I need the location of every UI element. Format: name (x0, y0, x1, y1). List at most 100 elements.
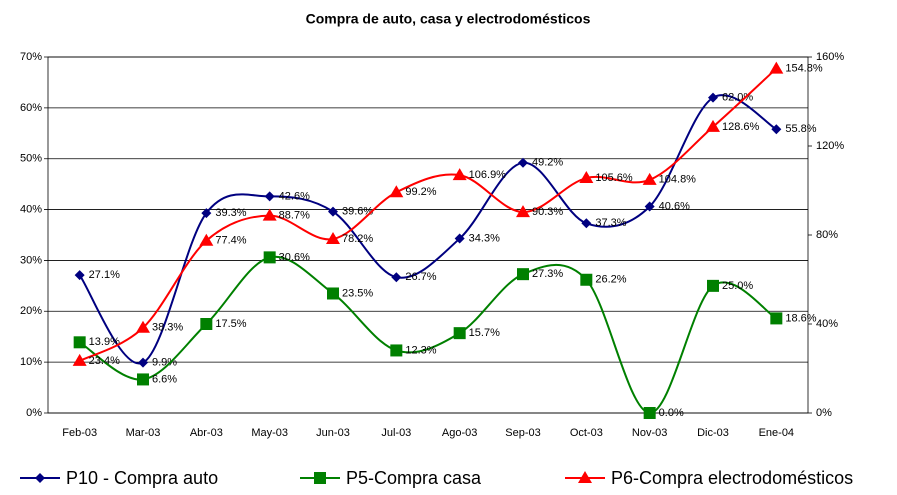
point (389, 185, 404, 198)
point (708, 92, 718, 103)
point (518, 157, 528, 168)
data-label: 37.3% (595, 217, 626, 229)
point (137, 373, 149, 386)
y2-tick-label: 80% (816, 229, 838, 241)
point (262, 208, 277, 221)
data-label: 154.8% (785, 62, 823, 74)
point (138, 357, 148, 368)
data-label: 12.3% (405, 344, 436, 356)
point (706, 119, 720, 132)
point (326, 232, 340, 245)
data-label: 77.4% (215, 235, 246, 247)
data-label: 25.0% (722, 280, 753, 292)
series-line (79, 67, 778, 362)
point (578, 471, 592, 483)
data-label: 6.6% (152, 373, 177, 385)
data-label: 26.2% (595, 274, 626, 286)
data-label: 128.6% (722, 121, 760, 133)
point (454, 233, 465, 244)
data-label: 34.3% (469, 232, 500, 244)
data-label: 90.3% (532, 206, 563, 218)
data-label: 39.3% (215, 207, 246, 219)
point (264, 191, 275, 202)
point (581, 218, 592, 229)
data-label: 104.8% (659, 174, 697, 186)
data-label: 23.4% (89, 355, 120, 367)
data-label: 38.3% (152, 322, 183, 334)
data-label: 55.8% (785, 123, 816, 135)
point (136, 320, 150, 333)
x-tick-label: Jun-03 (316, 427, 350, 439)
point (74, 270, 85, 281)
data-label: 42.6% (279, 190, 310, 202)
y2-tick-label: 40% (816, 318, 838, 330)
point (707, 279, 719, 292)
point (199, 233, 214, 246)
x-tick-label: Ago-03 (442, 427, 477, 439)
point (391, 272, 402, 283)
y2-tick-label: 120% (816, 140, 844, 152)
data-label: 49.2% (532, 157, 563, 169)
point (771, 124, 782, 135)
point (200, 318, 213, 330)
point (263, 251, 276, 264)
y-tick-label: 0% (26, 407, 42, 419)
y-tick-label: 20% (20, 305, 42, 317)
data-label: 18.6% (785, 312, 816, 324)
data-label: 0.0% (659, 407, 684, 419)
data-label: 78.2% (342, 233, 373, 245)
point (770, 312, 783, 325)
point (453, 327, 466, 340)
data-label: 15.7% (469, 327, 500, 339)
y-tick-label: 70% (20, 51, 42, 63)
legend-label: P6-Compra electrodomésticos (611, 468, 853, 488)
point (35, 473, 45, 483)
series-line (78, 94, 777, 365)
y-tick-label: 10% (20, 356, 42, 368)
point (328, 206, 338, 217)
legend-label: P10 - Compra auto (66, 468, 218, 488)
point (452, 168, 467, 181)
chart-title: Compra de auto, casa y electrodomésticos (306, 11, 591, 27)
y-tick-label: 30% (20, 254, 42, 266)
x-tick-label: Feb-03 (62, 427, 97, 439)
x-tick-label: Abr-03 (190, 427, 223, 439)
data-label: 26.7% (405, 271, 436, 283)
point (73, 336, 86, 349)
data-label: 13.9% (89, 336, 120, 348)
point (72, 353, 87, 366)
point (579, 171, 594, 184)
data-label: 27.1% (89, 269, 120, 281)
x-tick-label: Jul-03 (381, 427, 411, 439)
x-tick-label: Dic-03 (697, 427, 729, 439)
y2-tick-label: 160% (816, 51, 844, 63)
data-label: 62.0% (722, 92, 753, 104)
data-label: 30.6% (279, 251, 310, 263)
data-label: 88.7% (279, 210, 310, 222)
x-tick-label: Mar-03 (126, 427, 161, 439)
y2-tick-label: 0% (816, 407, 832, 419)
x-tick-label: May-03 (251, 427, 288, 439)
x-tick-label: Sep-03 (505, 427, 540, 439)
y-tick-label: 40% (20, 203, 42, 215)
data-label: 106.9% (469, 169, 507, 181)
data-label: 9.9% (152, 357, 177, 369)
point (314, 472, 326, 484)
data-label: 17.5% (215, 318, 246, 330)
x-tick-label: Oct-03 (570, 427, 603, 439)
point (642, 172, 657, 185)
data-label: 23.5% (342, 287, 373, 299)
data-label: 99.2% (405, 186, 436, 198)
point (201, 208, 212, 219)
y-tick-label: 50% (20, 153, 42, 165)
x-tick-label: Nov-03 (632, 427, 667, 439)
point (327, 287, 339, 300)
point (580, 273, 593, 286)
point (517, 268, 529, 281)
data-label: 27.3% (532, 268, 563, 280)
data-label: 39.6% (342, 206, 373, 218)
point (643, 407, 656, 419)
legend-label: P5-Compra casa (346, 468, 482, 488)
point (516, 205, 530, 218)
